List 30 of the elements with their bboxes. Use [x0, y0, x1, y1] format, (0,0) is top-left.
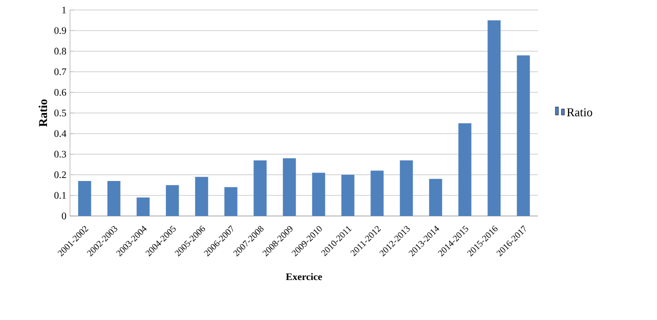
- bar: [282, 158, 296, 216]
- bar: [136, 197, 150, 216]
- bar: [370, 170, 384, 216]
- y-tick-label: 0: [62, 212, 66, 220]
- y-tick-label: 0.7: [54, 68, 66, 76]
- bar: [166, 185, 179, 216]
- bar: [107, 180, 120, 216]
- bar: [195, 176, 208, 216]
- y-axis-title: Ratio: [38, 99, 48, 127]
- bar: [254, 160, 267, 216]
- y-tick-label: 0.2: [54, 171, 66, 178]
- bar: [400, 160, 413, 216]
- bar: [458, 123, 472, 216]
- bar: [224, 187, 238, 216]
- y-tick-label: 0.5: [54, 110, 66, 116]
- y-tick-label: 0.3: [54, 150, 66, 158]
- bar: [78, 180, 92, 216]
- legend-label: Ratio: [566, 108, 592, 116]
- bar: [341, 174, 354, 216]
- bar: [516, 55, 530, 216]
- y-tick-label: 1: [62, 6, 66, 14]
- bar: [312, 172, 326, 216]
- bar: [429, 178, 442, 216]
- y-tick-label: 0.1: [54, 192, 66, 199]
- bar: [488, 20, 501, 216]
- y-tick-label: 0.4: [54, 130, 66, 137]
- y-tick-label: 0.8: [54, 48, 66, 55]
- x-axis-title: Exercice: [286, 273, 322, 280]
- y-tick-label: 0.6: [54, 88, 66, 96]
- y-tick-label: 0.9: [54, 27, 66, 34]
